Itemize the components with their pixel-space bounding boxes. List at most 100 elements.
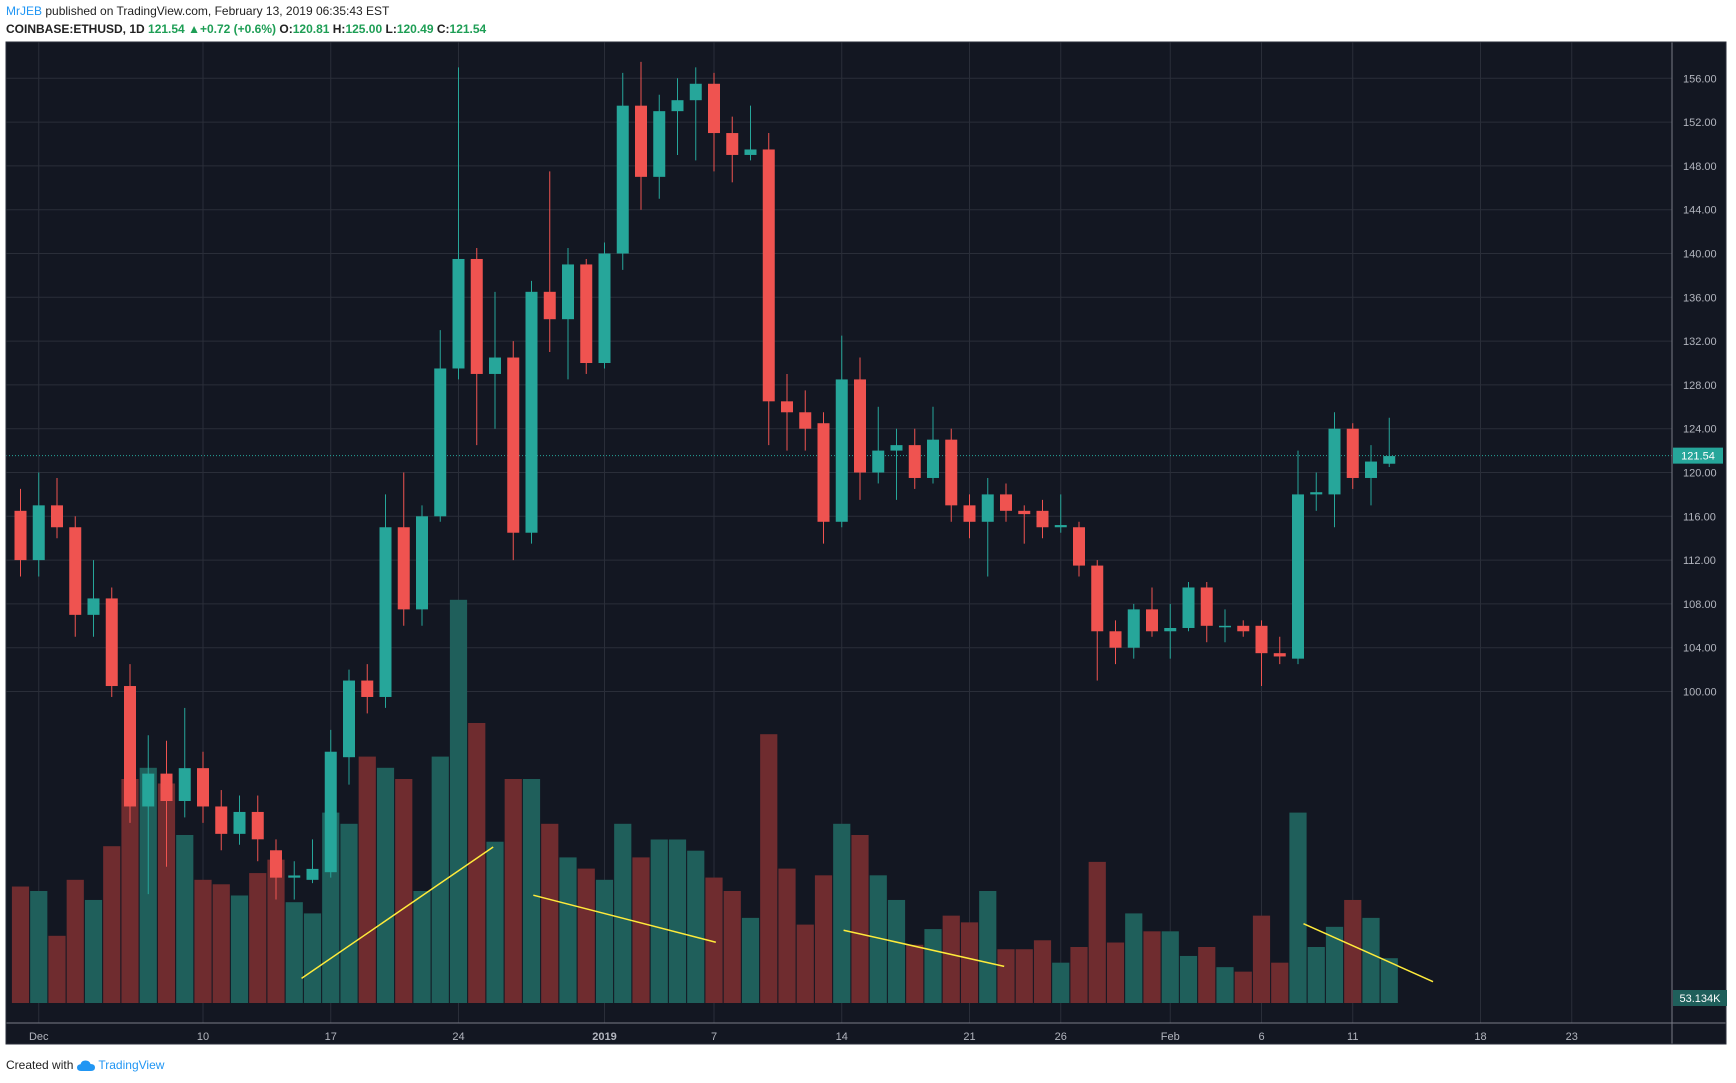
volume-bar	[1216, 967, 1234, 1003]
volume-bar	[468, 723, 486, 1003]
candle-body	[744, 149, 757, 155]
volume-bar	[84, 899, 103, 1003]
author-link[interactable]: MrJEB	[6, 4, 42, 18]
volume-bar	[1380, 958, 1398, 1003]
candle-body	[306, 868, 319, 880]
date-tick-label: 17	[325, 1031, 337, 1043]
volume-bar	[358, 756, 376, 1003]
candle-body	[1255, 625, 1268, 654]
volume-bar	[1106, 942, 1125, 1003]
candle-body	[1036, 510, 1049, 528]
volume-bar	[796, 924, 814, 1003]
volume-bar	[1271, 962, 1289, 1003]
candle-body	[1237, 625, 1250, 632]
volume-bar	[1325, 926, 1344, 1003]
interval[interactable]: 1D	[129, 22, 145, 36]
candle-body	[689, 83, 702, 101]
candle-body	[32, 505, 45, 561]
volume-bar	[66, 879, 84, 1003]
price-change: +0.72 (+0.6%)	[199, 22, 277, 36]
volume-bar	[687, 850, 705, 1003]
candle-body	[215, 806, 228, 834]
candle-body	[69, 527, 82, 615]
candle-body	[635, 105, 647, 177]
volume-bar	[814, 875, 833, 1003]
candle-body	[324, 751, 337, 873]
volume-bar	[979, 891, 997, 1003]
candle-body	[543, 291, 556, 320]
volume-bar	[48, 935, 66, 1003]
publish-info: MrJEB published on TradingView.com, Febr…	[6, 4, 389, 18]
volume-bar	[541, 823, 559, 1003]
candle-body	[1328, 428, 1341, 495]
candle-body	[562, 264, 574, 320]
price-tick-label: 144.00	[1683, 205, 1717, 217]
volume-bar	[632, 857, 650, 1003]
candle-body	[1091, 565, 1104, 632]
volume-bar	[267, 859, 285, 1003]
last-price: 121.54	[148, 22, 185, 36]
volume-bar	[376, 767, 395, 1003]
candle-body	[708, 83, 720, 134]
volume-bar	[1015, 949, 1033, 1003]
candle-body	[1146, 609, 1158, 632]
candle-body	[598, 253, 611, 363]
candle-body	[434, 368, 447, 517]
date-tick-label: 21	[963, 1031, 975, 1043]
candle-body	[142, 773, 155, 807]
candle-body	[963, 505, 976, 522]
volume-bar	[249, 873, 267, 1003]
symbol-name[interactable]: COINBASE:ETHUSD	[6, 22, 123, 36]
candle-body	[178, 768, 191, 801]
candle-body	[251, 811, 264, 840]
tradingview-brand-link[interactable]: TradingView	[98, 1058, 165, 1072]
candle-body	[781, 401, 793, 413]
volume-label: 53.134K	[1680, 993, 1722, 1005]
low-value: 120.49	[396, 22, 434, 36]
price-tick-label: 132.00	[1683, 336, 1717, 348]
candle-body	[233, 811, 246, 834]
candle-body	[1127, 609, 1140, 648]
volume-bar	[303, 913, 322, 1003]
candle-body	[616, 105, 629, 254]
volume-bar	[212, 884, 230, 1003]
open-label: O:	[279, 22, 293, 36]
volume-bar	[577, 868, 595, 1003]
volume-bar	[1252, 915, 1271, 1003]
candle-body	[1383, 456, 1396, 464]
volume-bar	[1307, 947, 1325, 1003]
trendline	[301, 846, 494, 980]
volume-bar	[887, 899, 906, 1003]
chart-frame	[5, 41, 1727, 1045]
volume-bar	[1344, 899, 1362, 1003]
volume-bar	[413, 891, 431, 1003]
candle-body	[817, 423, 830, 522]
candle-body	[379, 527, 392, 697]
candle-body	[726, 133, 739, 155]
date-tick-label: 26	[1055, 1031, 1067, 1043]
up-triangle-icon: ▲	[188, 22, 200, 36]
candle-body	[270, 850, 282, 878]
price-tick-label: 104.00	[1683, 643, 1717, 655]
volume-bar	[869, 875, 887, 1003]
volume-bar	[431, 756, 449, 1003]
high-value: 125.00	[345, 22, 383, 36]
candle-body	[1346, 428, 1359, 478]
candle-body	[1073, 527, 1085, 566]
candle-body	[452, 258, 465, 369]
volume-bar	[595, 879, 614, 1003]
axes: 100.00 104.00 108.00 112.00 116.00 120.00 124.…	[5, 41, 1727, 1045]
created-with-text: Created with	[6, 1058, 74, 1072]
volume-badge	[1673, 990, 1727, 1006]
trendline	[843, 929, 1005, 968]
date-tick-label: 6	[1258, 1031, 1264, 1043]
date-tick-label: 2019	[592, 1031, 616, 1043]
volume-bar	[614, 823, 632, 1003]
volume-bar	[504, 779, 522, 1003]
volume-bar	[851, 835, 869, 1003]
candle-body	[1292, 494, 1304, 659]
volume-bar	[705, 877, 723, 1003]
candle-body	[945, 439, 958, 506]
candle-body	[981, 494, 994, 522]
